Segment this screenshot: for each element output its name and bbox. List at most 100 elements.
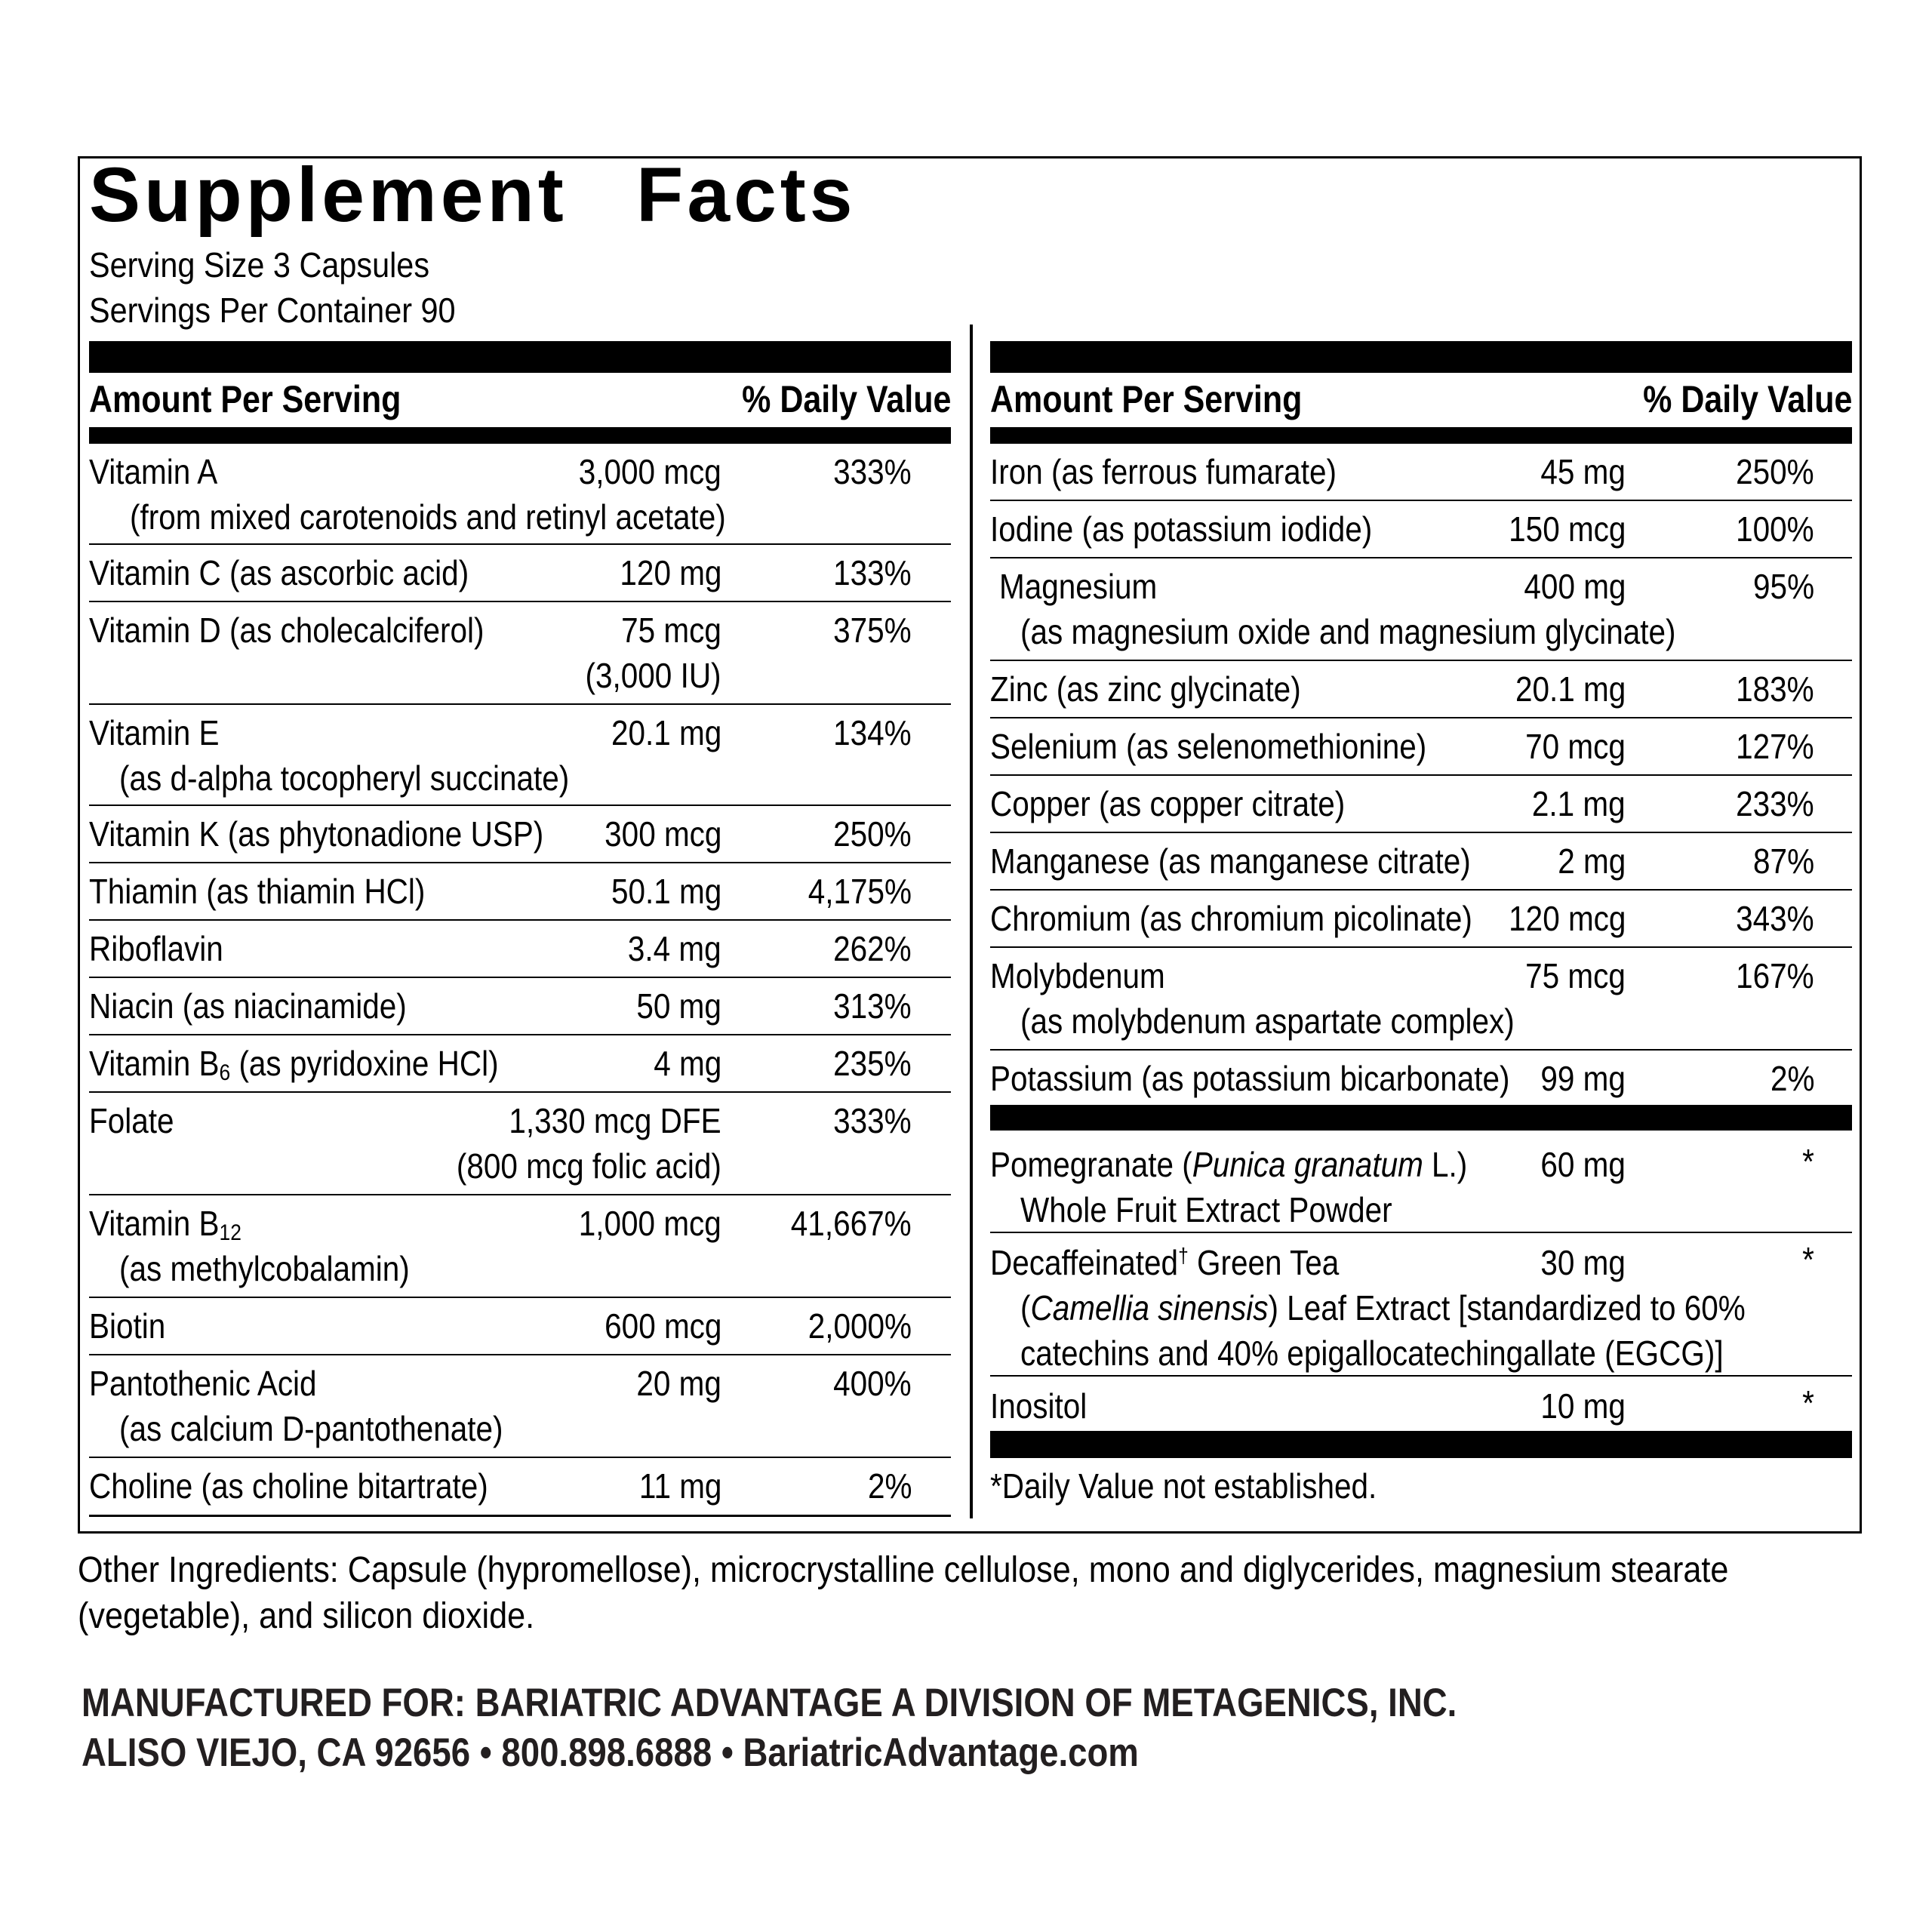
nutrient-name: Magnesium [999, 567, 1158, 606]
nutrient-row: Vitamin B12 1,000 mcg 41,667% (as methyl… [89, 1195, 951, 1298]
nutrient-name-prefix: Vitamin B [89, 1044, 220, 1083]
nutrient-source: (from mixed carotenoids and retinyl acet… [130, 497, 726, 537]
nutrient-name: Iodine (as potassium iodide) [990, 509, 1373, 549]
nutrient-name: Riboflavin [89, 929, 223, 968]
ingredient-daily-value: * [1802, 1383, 1814, 1423]
supplement-facts-box [78, 156, 1862, 1534]
nutrient-row: Thiamin (as thiamin HCl) 50.1 mg 4,175% [89, 863, 951, 921]
nutrient-daily-value: 134% [833, 713, 912, 752]
nutrient-row: Vitamin B6 (as pyridoxine HCl) 4 mg 235% [89, 1035, 951, 1093]
nutrient-daily-value: 4,175% [808, 872, 912, 911]
ingredient-daily-value: * [1802, 1240, 1814, 1279]
nutrient-row: Manganese (as manganese citrate) 2 mg 87… [990, 833, 1852, 891]
nutrient-daily-value: 2,000% [808, 1306, 912, 1346]
ingredient-name-suffix: Green Tea [1188, 1243, 1340, 1282]
thick-bar [990, 341, 1852, 373]
nutrient-name: Zinc (as zinc glycinate) [990, 669, 1301, 709]
nutrient-amount: 300 mcg [604, 814, 721, 854]
nutrient-row: Vitamin E 20.1 mg 134% (as d-alpha tocop… [89, 705, 951, 806]
nutrient-row: Riboflavin 3.4 mg 262% [89, 921, 951, 978]
amount-per-serving-header: Amount Per Serving [89, 378, 401, 420]
nutrient-amount: 3,000 mcg [578, 452, 721, 491]
nutrient-name: Vitamin K (as phytonadione USP) [89, 814, 544, 854]
thick-bar [990, 1105, 1852, 1131]
nutrient-amount-alt: (3,000 IU) [586, 656, 721, 695]
nutrient-daily-value: 127% [1736, 727, 1814, 766]
nutrient-amount-alt: (800 mcg folic acid) [457, 1146, 721, 1186]
nutrient-source: (as magnesium oxide and magnesium glycin… [1020, 612, 1676, 651]
nutrient-name: Pantothenic Acid [89, 1364, 317, 1403]
ingredient-row: Inositol 10 mg * [990, 1377, 1852, 1431]
nutrient-daily-value: 250% [1736, 452, 1814, 491]
nutrient-row: Folate 1,330 mcg DFE 333% (800 mcg folic… [89, 1093, 951, 1195]
nutrient-name: Folate [89, 1101, 174, 1140]
nutrient-source: (as calcium D-pantothenate) [119, 1409, 503, 1448]
label-title: Supplement Facts [89, 152, 857, 238]
nutrient-name: Vitamin C (as ascorbic acid) [89, 553, 469, 592]
nutrient-daily-value: 133% [833, 553, 912, 592]
nutrient-daily-value: 250% [833, 814, 912, 854]
nutrient-row: Iodine (as potassium iodide) 150 mcg 100… [990, 501, 1852, 558]
botanical-name: Camellia sinensis [1030, 1288, 1269, 1327]
nutrient-daily-value: 333% [833, 452, 912, 491]
nutrient-name: Biotin [89, 1306, 166, 1346]
nutrient-name: Thiamin (as thiamin HCl) [89, 872, 426, 911]
nutrient-subscript: 6 [219, 1060, 231, 1085]
nutrient-row: Pantothenic Acid 20 mg 400% (as calcium … [89, 1355, 951, 1458]
nutrient-row: Biotin 600 mcg 2,000% [89, 1298, 951, 1355]
nutrient-amount: 2.1 mg [1532, 784, 1626, 823]
nutrient-daily-value: 400% [833, 1364, 912, 1403]
ingredient-name-prefix: Decaffeinated [990, 1243, 1179, 1282]
nutrient-name: Choline (as choline bitartrate) [89, 1466, 488, 1506]
ingredient-source: Whole Fruit Extract Powder [1020, 1190, 1392, 1229]
ingredient-name: Inositol [990, 1386, 1088, 1426]
nutrient-name: Vitamin B12 [89, 1204, 242, 1244]
nutrient-daily-value: 233% [1736, 784, 1814, 823]
nutrient-daily-value: 41,667% [791, 1204, 912, 1243]
nutrient-amount: 4 mg [654, 1044, 721, 1083]
ingredient-name: Decaffeinated† Green Tea [990, 1243, 1340, 1282]
nutrient-source: (as d-alpha tocopheryl succinate) [119, 758, 570, 798]
manufacturer-line-1: MANUFACTURED FOR: BARIATRIC ADVANTAGE A … [82, 1681, 1457, 1725]
nutrient-name: Selenium (as selenomethionine) [990, 727, 1427, 766]
nutrient-row: Molybdenum 75 mcg 167% (as molybdenum as… [990, 948, 1852, 1051]
nutrient-amount: 400 mg [1523, 567, 1626, 606]
ingredient-amount: 60 mg [1540, 1145, 1626, 1184]
nutrient-amount: 20.1 mg [611, 713, 721, 752]
nutrient-amount: 1,000 mcg [578, 1204, 721, 1243]
nutrient-daily-value: 375% [833, 611, 912, 650]
nutrient-source: (as molybdenum aspartate complex) [1020, 1001, 1515, 1041]
nutrient-row: Magnesium 400 mg 95% (as magnesium oxide… [990, 558, 1852, 661]
nutrient-row: Vitamin C (as ascorbic acid) 120 mg 133% [89, 545, 951, 602]
daily-value-header: % Daily Value [741, 378, 951, 420]
nutrient-amount: 2 mg [1558, 841, 1626, 881]
nutrient-name-prefix: Vitamin B [89, 1204, 220, 1243]
nutrient-name: Potassium (as potassium bicarbonate) [990, 1059, 1510, 1098]
nutrient-row: Vitamin D (as cholecalciferol) 75 mcg 37… [89, 602, 951, 705]
nutrient-amount: 120 mg [619, 553, 721, 592]
nutrient-row: Selenium (as selenomethionine) 70 mcg 12… [990, 718, 1852, 776]
ingredient-row: Decaffeinated† Green Tea 30 mg * (Camell… [990, 1233, 1852, 1377]
nutrient-amount: 99 mg [1540, 1059, 1626, 1098]
nutrient-daily-value: 2% [1770, 1059, 1814, 1098]
other-ingredients: Other Ingredients: Capsule (hypromellose… [78, 1550, 1729, 1636]
ingredient-source-suffix: ) Leaf Extract [standardized to 60% [1268, 1288, 1746, 1327]
nutrient-name: Vitamin A [89, 452, 218, 491]
serving-size: Serving Size 3 Capsules [89, 245, 430, 285]
manufacturer-line-2: ALISO VIEJO, CA 92656 • 800.898.6888 • B… [82, 1730, 1139, 1775]
nutrient-daily-value: 343% [1736, 899, 1814, 938]
nutrient-name: Niacin (as niacinamide) [89, 986, 407, 1026]
thick-bar [89, 427, 951, 444]
nutrient-source: (as methylcobalamin) [119, 1249, 410, 1288]
nutrient-daily-value: 167% [1736, 956, 1814, 995]
nutrient-row: Vitamin A 3,000 mcg 333% (from mixed car… [89, 444, 951, 545]
thick-bar [990, 1431, 1852, 1458]
column-divider [970, 325, 973, 1518]
nutrient-amount: 1,330 mcg DFE [509, 1101, 721, 1140]
ingredient-name-suffix: L.) [1423, 1145, 1468, 1184]
daily-value-header: % Daily Value [1642, 378, 1852, 420]
nutrient-row: Choline (as choline bitartrate) 11 mg 2% [89, 1458, 951, 1517]
nutrient-subscript: 12 [219, 1220, 242, 1245]
nutrient-row: Copper (as copper citrate) 2.1 mg 233% [990, 776, 1852, 833]
ingredient-name: Pomegranate (Punica granatum L.) [990, 1147, 1467, 1182]
